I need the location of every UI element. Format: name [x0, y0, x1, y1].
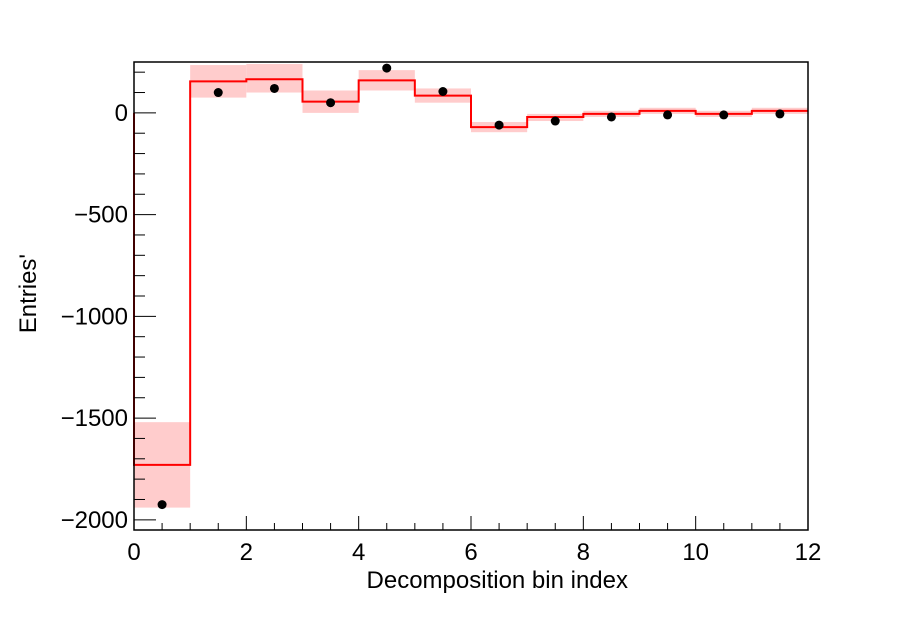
x-tick-label: 6: [464, 539, 477, 566]
data-points: [157, 63, 785, 510]
x-tick-label: 12: [795, 539, 822, 566]
data-point-8: [606, 112, 616, 122]
x-tick-label: 4: [352, 539, 365, 566]
data-point-1: [213, 88, 223, 98]
x-tick-label: 2: [240, 539, 253, 566]
y-tick-label: −1000: [61, 303, 128, 330]
y-tick-label: −500: [74, 202, 128, 229]
data-point-9: [663, 110, 673, 120]
data-point-7: [550, 116, 560, 126]
x-tick-label: 0: [127, 539, 140, 566]
data-point-6: [494, 120, 504, 130]
y-axis-ticks: −2000 −1500 −1000 −500 0: [61, 71, 156, 534]
x-tick-label: 8: [577, 539, 590, 566]
data-point-5: [438, 87, 448, 97]
x-axis-ticks: 0 2 4 6 8 10 12: [127, 516, 821, 566]
data-point-3: [326, 98, 336, 108]
histogram-step-path: [133, 78, 808, 466]
data-point-0: [157, 500, 167, 510]
data-point-4: [382, 63, 392, 73]
data-point-11: [775, 109, 785, 119]
data-point-10: [719, 110, 729, 120]
y-tick-label: −2000: [61, 507, 128, 534]
data-point-2: [269, 83, 279, 93]
y-tick-label: 0: [115, 100, 128, 127]
y-tick-label: −1500: [61, 405, 128, 432]
x-axis-title: Decomposition bin index: [367, 567, 628, 594]
y-axis-title: Entries': [15, 254, 42, 333]
x-tick-label: 10: [682, 539, 709, 566]
histogram-line: [133, 78, 808, 466]
